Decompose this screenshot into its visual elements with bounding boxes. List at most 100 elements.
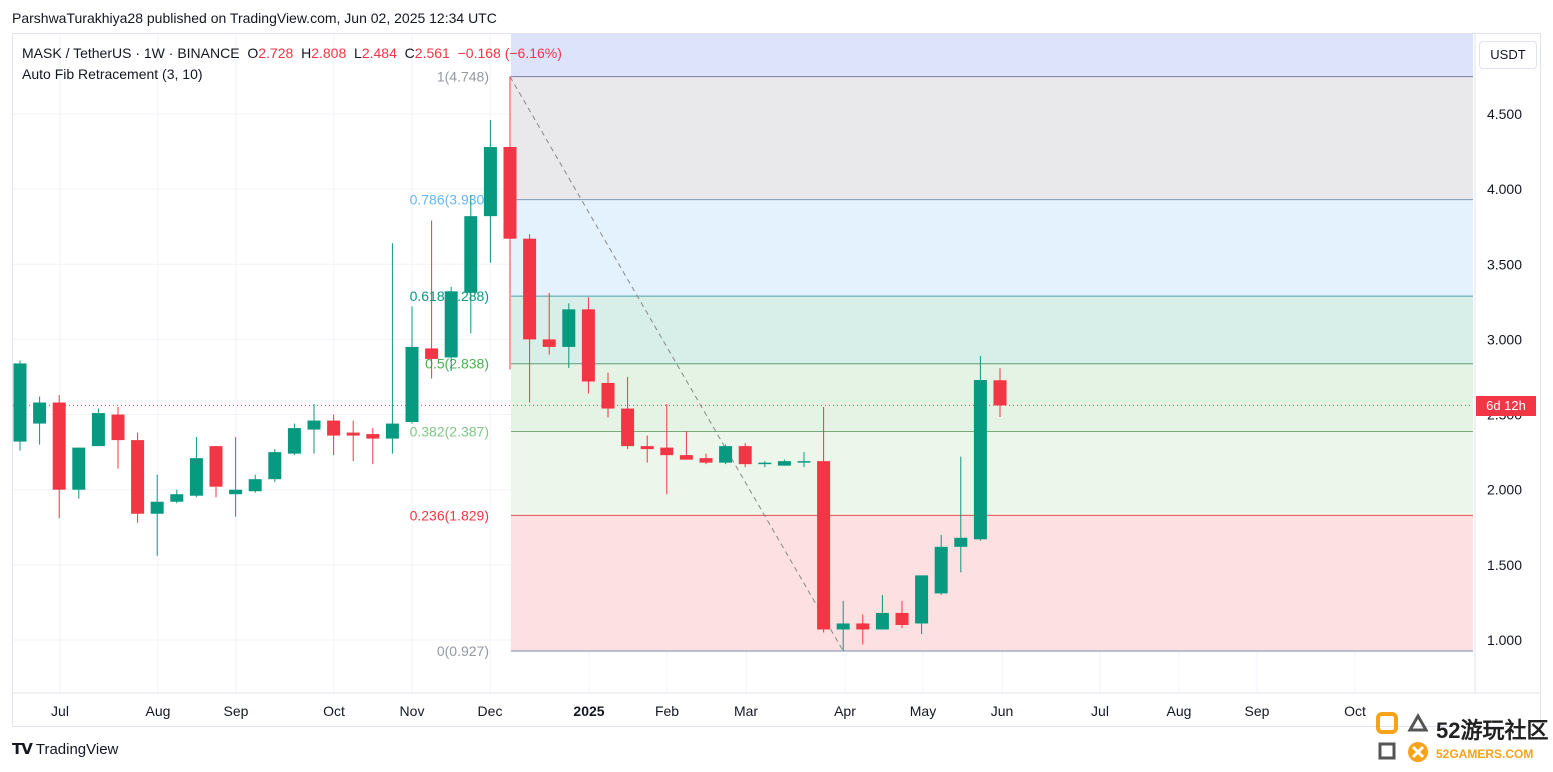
- symbol-name: MASK / TetherUS · 1W · BINANCE: [22, 45, 240, 61]
- candle: [523, 234, 537, 403]
- candle-body: [131, 440, 145, 514]
- time-tick: Oct: [1344, 703, 1366, 719]
- candle: [209, 446, 223, 498]
- time-tick: Jul: [51, 703, 69, 719]
- symbol-legend: MASK / TetherUS · 1W · BINANCE O2.728 H2…: [22, 45, 562, 61]
- candles: [13, 76, 1007, 651]
- candle-body: [699, 458, 713, 463]
- fib-label-0.236: 0.236(1.829): [410, 507, 489, 523]
- candle-body: [973, 379, 987, 540]
- candle: [679, 431, 693, 460]
- time-axis: Jul Aug Sep Oct Nov Dec 2025 Feb Mar Apr May Jun Jul…: [13, 692, 1540, 719]
- candle: [483, 119, 497, 263]
- price-tick: 1.000: [1487, 632, 1522, 648]
- candle-body: [327, 420, 341, 436]
- candle: [758, 461, 772, 468]
- time-tick: Sep: [1245, 703, 1270, 719]
- tradingview-logo[interactable]: 𝗧𝗩 TradingView: [12, 740, 118, 759]
- candle-body: [13, 363, 27, 442]
- candle-body: [150, 501, 164, 514]
- time-tick: Oct: [323, 703, 345, 719]
- candle: [503, 76, 517, 370]
- candle: [562, 303, 576, 368]
- candle-body: [523, 238, 537, 340]
- candle-body: [777, 461, 791, 466]
- time-tick: Jul: [1091, 703, 1109, 719]
- close-value: 2.561: [414, 45, 450, 61]
- candle-body: [268, 452, 282, 480]
- candle: [111, 407, 125, 469]
- fib-label-1: 1(4.748): [437, 69, 489, 85]
- candle: [875, 594, 889, 630]
- candle: [777, 459, 791, 466]
- high-value: 2.808: [311, 45, 347, 61]
- candle-body: [444, 291, 458, 358]
- candle-body: [248, 479, 262, 492]
- fib-trendline: [509, 76, 844, 652]
- candle-body: [895, 612, 909, 625]
- candle-body: [601, 382, 615, 409]
- candle-body: [719, 446, 733, 463]
- candle-body: [287, 428, 301, 454]
- candle-body: [464, 216, 478, 293]
- time-tick: Nov: [400, 703, 425, 719]
- candle-body: [91, 413, 105, 447]
- candle-body: [758, 462, 772, 465]
- currency-button[interactable]: USDT: [1479, 41, 1537, 69]
- time-tick: Jun: [991, 703, 1014, 719]
- time-tick: Aug: [146, 703, 171, 719]
- candle: [954, 456, 968, 573]
- candle: [699, 453, 713, 465]
- watermark-subtext: 52GAMERS.COM: [1436, 747, 1533, 761]
- time-tick: Aug: [1167, 703, 1192, 719]
- candle: [366, 428, 380, 465]
- candle: [856, 614, 870, 645]
- fib-zone: [511, 515, 1473, 651]
- candle: [738, 443, 752, 468]
- time-tick: Feb: [655, 703, 679, 719]
- watermark-square-icon: [1378, 742, 1396, 760]
- fib-zone: [511, 199, 1473, 297]
- candle: [542, 292, 556, 355]
- candle-body: [111, 414, 125, 441]
- price-tick: 1.500: [1487, 557, 1522, 573]
- candle: [464, 195, 478, 334]
- candle: [973, 355, 987, 541]
- high-label: H: [301, 45, 312, 61]
- candle-body: [954, 537, 968, 547]
- candle-body: [189, 458, 203, 496]
- candle: [91, 408, 105, 447]
- candle: [581, 297, 595, 394]
- candle-body: [640, 446, 654, 450]
- candle: [934, 534, 948, 595]
- price-tick: 4.000: [1487, 181, 1522, 197]
- candle-body: [385, 423, 399, 439]
- candle: [150, 474, 164, 556]
- candle: [621, 376, 635, 450]
- candle: [405, 306, 419, 424]
- fib-zone-top: [511, 34, 1473, 77]
- change-value: −0.168 (−6.16%): [457, 45, 562, 61]
- time-tick: 2025: [573, 703, 604, 719]
- time-tick: Mar: [734, 703, 758, 719]
- candle: [131, 432, 145, 523]
- candle-body: [72, 447, 86, 490]
- candle-body: [621, 408, 635, 447]
- candle: [640, 435, 654, 463]
- candle: [915, 575, 929, 634]
- time-tick: Apr: [834, 703, 856, 719]
- watermark-triangle-icon: [1407, 712, 1429, 732]
- indicator-legend[interactable]: Auto Fib Retracement (3, 10): [22, 66, 203, 82]
- fib-label-0.5: 0.5(2.838): [425, 356, 489, 372]
- candle: [327, 414, 341, 456]
- candle-body: [425, 348, 439, 359]
- fib-label-0.786: 0.786(3.930): [410, 192, 489, 208]
- watermark-text: 52游玩社区: [1436, 718, 1548, 743]
- candle-body: [307, 420, 321, 430]
- candle: [601, 372, 615, 418]
- candle-body: [52, 402, 66, 490]
- price-tick: 3.500: [1487, 256, 1522, 272]
- candle-body: [738, 446, 752, 465]
